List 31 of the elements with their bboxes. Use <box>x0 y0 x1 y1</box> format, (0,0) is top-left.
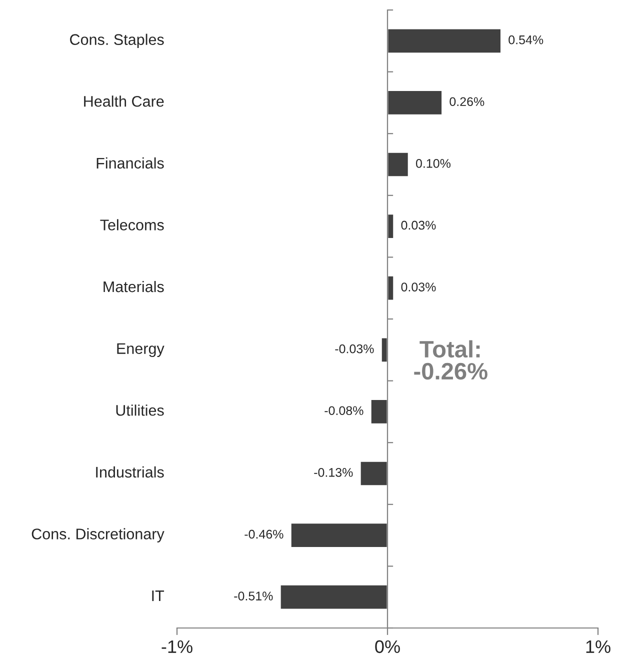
y-tick-label: Utilities <box>116 404 164 416</box>
bar <box>386 151 410 178</box>
data-label: 0.54% <box>508 35 544 44</box>
bar <box>386 90 443 116</box>
data-label: -0.03% <box>335 344 374 354</box>
data-label: -0.13% <box>314 468 353 477</box>
y-tick-label: Industrials <box>96 466 164 478</box>
data-label: -0.08% <box>324 406 364 416</box>
data-label: 0.10% <box>416 159 450 168</box>
y-tick-label: Energy <box>117 343 164 358</box>
bar <box>290 522 388 548</box>
y-tick-label: Financials <box>96 157 164 169</box>
data-label: 0.26% <box>450 97 484 106</box>
y-tick-label: Health Care <box>84 96 164 107</box>
bar <box>279 584 388 610</box>
y-tick-label: Cons. Staples <box>70 34 164 48</box>
bar <box>386 28 502 54</box>
bar <box>370 398 388 425</box>
data-label: -0.51% <box>234 592 273 600</box>
y-tick-label: Telecoms <box>100 219 164 230</box>
bar <box>359 460 388 487</box>
data-label: 0.03% <box>401 220 436 230</box>
annotation: Total: -0.26% <box>414 340 488 380</box>
y-tick-label: Materials <box>104 280 164 292</box>
y-tick-label: IT <box>152 590 164 602</box>
x-tick-label: 1% <box>586 640 610 653</box>
y-tick-label: Cons. Discretionary <box>32 528 164 542</box>
data-label: 0.03% <box>401 282 436 292</box>
data-label: -0.46% <box>244 530 284 539</box>
x-tick-label: -1% <box>162 640 192 653</box>
x-tick-label: 0% <box>375 640 400 654</box>
